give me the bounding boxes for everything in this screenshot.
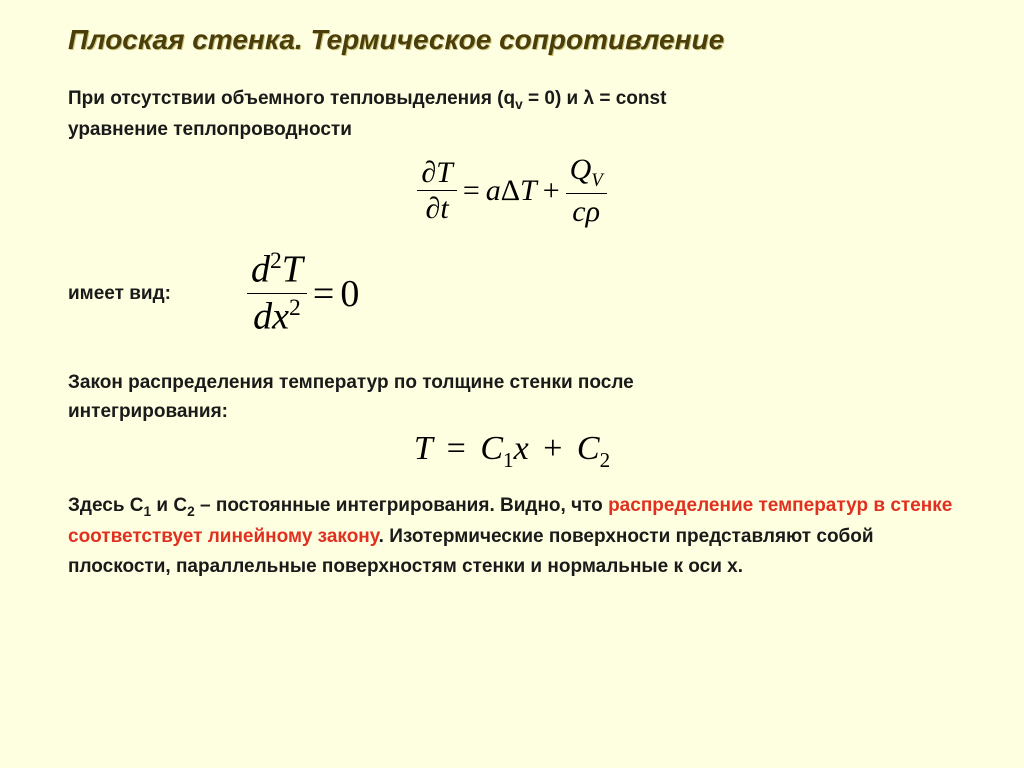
eq2-top-d: d xyxy=(251,249,270,291)
eq1-rhs-c: c xyxy=(572,195,585,228)
eq2-bot-sup: 2 xyxy=(289,295,301,321)
eq1-lhs-top-T: T xyxy=(436,156,453,189)
p1-line2: уравнение теплопроводности xyxy=(68,119,352,140)
eq2-equals: = xyxy=(307,272,340,316)
p1-sub: v xyxy=(515,97,523,112)
eq2-zero: 0 xyxy=(340,272,359,316)
eq2-bot-d: d xyxy=(253,296,272,338)
eq1-rhs-Q: Q xyxy=(570,153,592,186)
p1-text-b: = 0) и λ = const xyxy=(523,88,667,109)
eq3-x: x xyxy=(514,430,529,467)
eq2-top-sup: 2 xyxy=(270,248,282,274)
equation-1: ∂T ∂t = aΔT + QV cρ xyxy=(34,154,990,227)
paragraph-2: имеет вид: xyxy=(68,283,171,305)
paragraph-4: Здесь С1 и С2 – постоянные интегрировани… xyxy=(68,491,972,581)
eq1-lhs-bot-t: t xyxy=(440,192,448,225)
eq1-T: T xyxy=(520,174,537,208)
p4-c: – постоянные интегрирования. Видно, что xyxy=(195,495,608,516)
row-has-form: имеет вид: d2T dx2 = 0 xyxy=(68,249,990,337)
p1-text-a: При отсутствии объемного тепловыделения … xyxy=(68,88,515,109)
p4-s1: 1 xyxy=(144,504,152,519)
eq3-sub2: 2 xyxy=(600,448,611,472)
equation-3: T = C1x + C2 xyxy=(34,430,990,473)
eq1-lhs-top-partial: ∂ xyxy=(421,156,436,189)
p4-b: и С xyxy=(151,495,187,516)
eq1-lhs-frac: ∂T ∂t xyxy=(417,157,457,225)
eq3-equals: = xyxy=(441,430,472,467)
slide: Плоская стенка. Термическое сопротивлени… xyxy=(0,0,1024,581)
slide-title: Плоская стенка. Термическое сопротивлени… xyxy=(68,24,990,56)
eq1-rhs-rho: ρ xyxy=(586,195,600,228)
eq3-C2: C xyxy=(577,430,600,467)
p3-line2: интегрирования: xyxy=(68,401,228,422)
eq1-delta: Δ xyxy=(501,174,520,208)
eq1-lhs-bot-partial: ∂ xyxy=(425,192,440,225)
eq2-bot-x: x xyxy=(272,296,289,338)
p4-a: Здесь С xyxy=(68,495,144,516)
eq3-sub1: 1 xyxy=(503,448,514,472)
eq1-rhs-Qsub: V xyxy=(591,170,602,191)
eq3-plus: + xyxy=(537,430,568,467)
p4-s2: 2 xyxy=(187,504,195,519)
eq2-frac: d2T dx2 xyxy=(247,249,307,337)
paragraph-3: Закон распределения температур по толщин… xyxy=(68,368,972,427)
eq3-C1: C xyxy=(480,430,503,467)
eq1-equals: = xyxy=(457,174,486,208)
equation-2: d2T dx2 = 0 xyxy=(247,249,359,337)
eq2-top-T: T xyxy=(282,249,303,291)
p3-line1: Закон распределения температур по толщин… xyxy=(68,372,634,393)
eq1-rhs-frac: QV cρ xyxy=(566,154,607,227)
p4-red2: закону xyxy=(318,526,379,547)
paragraph-1: При отсутствии объемного тепловыделения … xyxy=(68,84,972,144)
eq1-a: a xyxy=(486,174,501,208)
eq1-plus: + xyxy=(537,174,566,208)
eq3-T: T xyxy=(414,430,432,467)
